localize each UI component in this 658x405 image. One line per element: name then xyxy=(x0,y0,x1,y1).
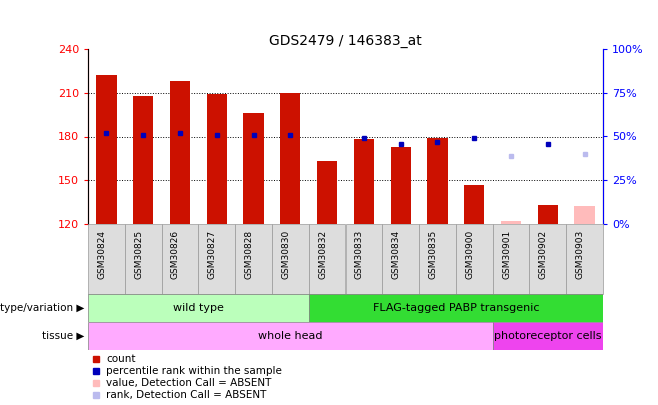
Text: whole head: whole head xyxy=(258,331,322,341)
Text: GSM30901: GSM30901 xyxy=(502,230,511,279)
Text: rank, Detection Call = ABSENT: rank, Detection Call = ABSENT xyxy=(106,390,266,400)
Bar xyxy=(309,224,345,294)
Text: percentile rank within the sample: percentile rank within the sample xyxy=(106,366,282,376)
Bar xyxy=(345,224,382,294)
Text: GSM30825: GSM30825 xyxy=(134,230,143,279)
Bar xyxy=(243,113,264,224)
Text: value, Detection Call = ABSENT: value, Detection Call = ABSENT xyxy=(106,378,271,388)
Bar xyxy=(427,138,447,224)
Bar xyxy=(207,94,227,224)
Text: GSM30828: GSM30828 xyxy=(245,230,253,279)
Bar xyxy=(280,93,301,224)
Text: count: count xyxy=(106,354,136,364)
Bar xyxy=(96,75,116,224)
Text: FLAG-tagged PABP transgenic: FLAG-tagged PABP transgenic xyxy=(372,303,539,313)
Text: GSM30833: GSM30833 xyxy=(355,230,364,279)
Text: GSM30826: GSM30826 xyxy=(171,230,180,279)
Bar xyxy=(354,139,374,224)
Text: wild type: wild type xyxy=(173,303,224,313)
Bar xyxy=(567,224,603,294)
Text: GSM30834: GSM30834 xyxy=(392,230,401,279)
Bar xyxy=(501,221,521,224)
Text: genotype/variation ▶: genotype/variation ▶ xyxy=(0,303,85,313)
Bar xyxy=(170,81,190,224)
Bar xyxy=(235,224,272,294)
Text: GSM30835: GSM30835 xyxy=(428,230,438,279)
Bar xyxy=(125,224,162,294)
Bar xyxy=(538,205,558,224)
Bar xyxy=(88,322,493,350)
Text: GSM30902: GSM30902 xyxy=(539,230,548,279)
Bar xyxy=(574,207,595,224)
Text: GSM30830: GSM30830 xyxy=(282,230,290,279)
Text: GSM30832: GSM30832 xyxy=(318,230,327,279)
Text: GSM30900: GSM30900 xyxy=(465,230,474,279)
Bar xyxy=(317,161,337,224)
Text: tissue ▶: tissue ▶ xyxy=(42,331,85,341)
Bar xyxy=(382,224,419,294)
Bar xyxy=(530,224,567,294)
Bar xyxy=(88,294,309,322)
Bar xyxy=(493,322,603,350)
Bar xyxy=(391,147,411,224)
Bar xyxy=(456,224,493,294)
Text: photoreceptor cells: photoreceptor cells xyxy=(494,331,601,341)
Title: GDS2479 / 146383_at: GDS2479 / 146383_at xyxy=(269,34,422,48)
Bar xyxy=(88,224,125,294)
Text: GSM30903: GSM30903 xyxy=(576,230,584,279)
Text: GSM30824: GSM30824 xyxy=(97,230,107,279)
Bar xyxy=(162,224,198,294)
Bar xyxy=(133,96,153,224)
Bar xyxy=(493,224,530,294)
Bar xyxy=(419,224,456,294)
Bar xyxy=(309,294,603,322)
Bar xyxy=(464,185,484,224)
Bar xyxy=(198,224,235,294)
Text: GSM30827: GSM30827 xyxy=(208,230,216,279)
Bar xyxy=(272,224,309,294)
